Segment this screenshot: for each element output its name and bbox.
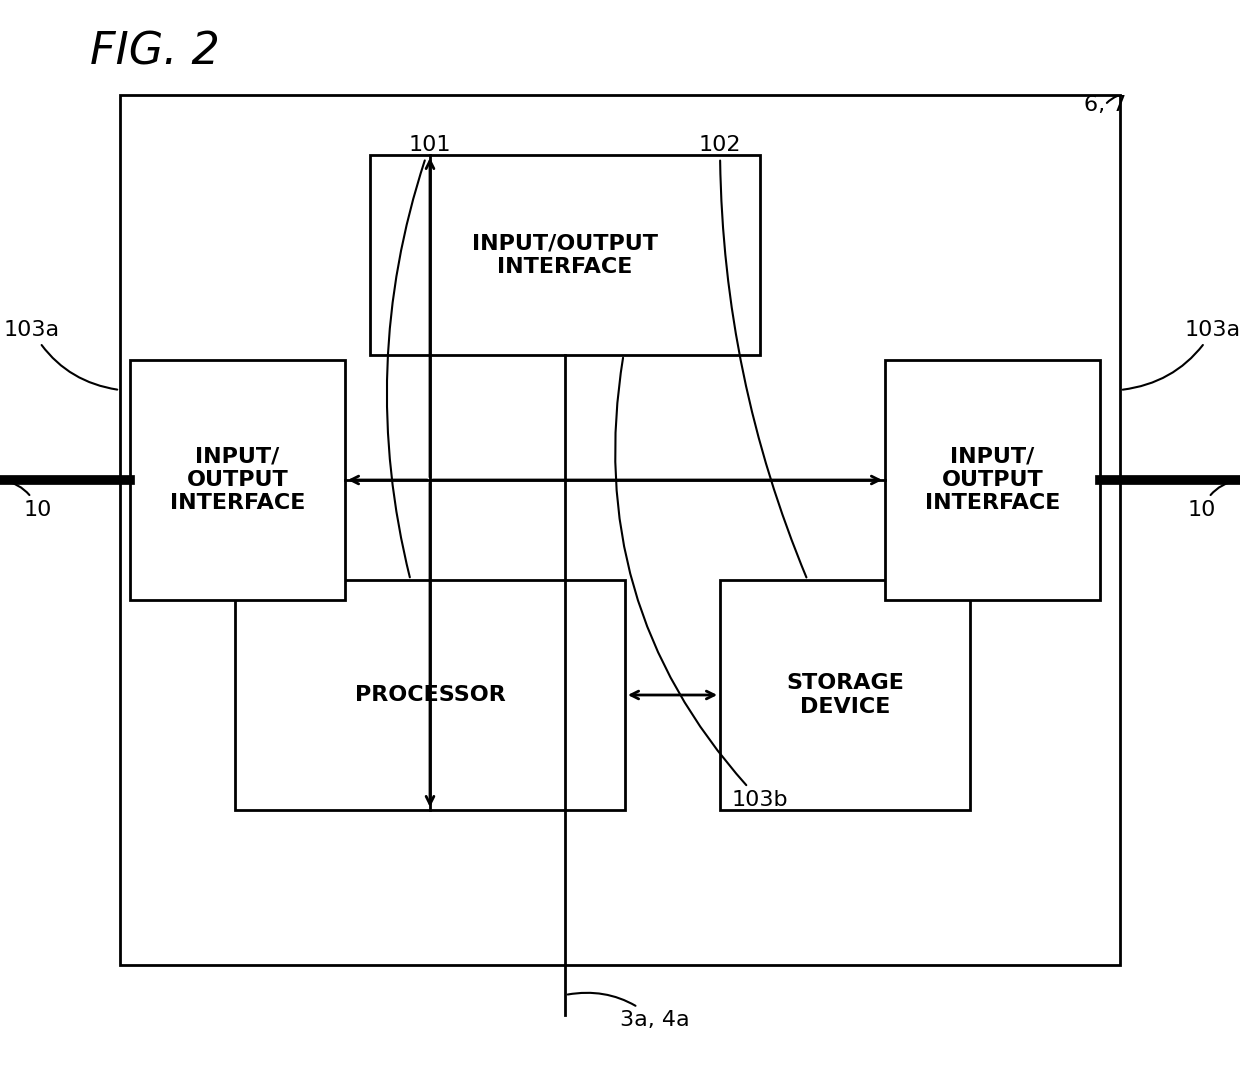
Bar [885, 360, 1100, 600]
Text: 103a: 103a [4, 320, 118, 390]
Text: 10: 10 [2, 481, 52, 519]
Text: PROCESSOR: PROCESSOR [355, 685, 506, 705]
Text: 102: 102 [699, 135, 806, 578]
Text: 3a, 4a: 3a, 4a [568, 993, 689, 1030]
Text: INPUT/OUTPUT
INTERFACE: INPUT/OUTPUT INTERFACE [472, 233, 658, 276]
Text: 101: 101 [387, 135, 451, 578]
Text: 10: 10 [1188, 481, 1238, 519]
Text: INPUT/
OUTPUT
INTERFACE: INPUT/ OUTPUT INTERFACE [170, 447, 305, 513]
Text: 6, 7: 6, 7 [1084, 95, 1126, 114]
Text: STORAGE
DEVICE: STORAGE DEVICE [786, 674, 904, 717]
Bar [130, 360, 345, 600]
Text: INPUT/
OUTPUT
INTERFACE: INPUT/ OUTPUT INTERFACE [925, 447, 1060, 513]
Bar [370, 156, 760, 355]
Bar [236, 580, 625, 810]
Bar [120, 95, 1120, 966]
Text: 103a: 103a [1122, 320, 1240, 390]
Text: 103b: 103b [615, 357, 789, 810]
Bar [720, 580, 970, 810]
Text: FIG. 2: FIG. 2 [91, 30, 219, 73]
